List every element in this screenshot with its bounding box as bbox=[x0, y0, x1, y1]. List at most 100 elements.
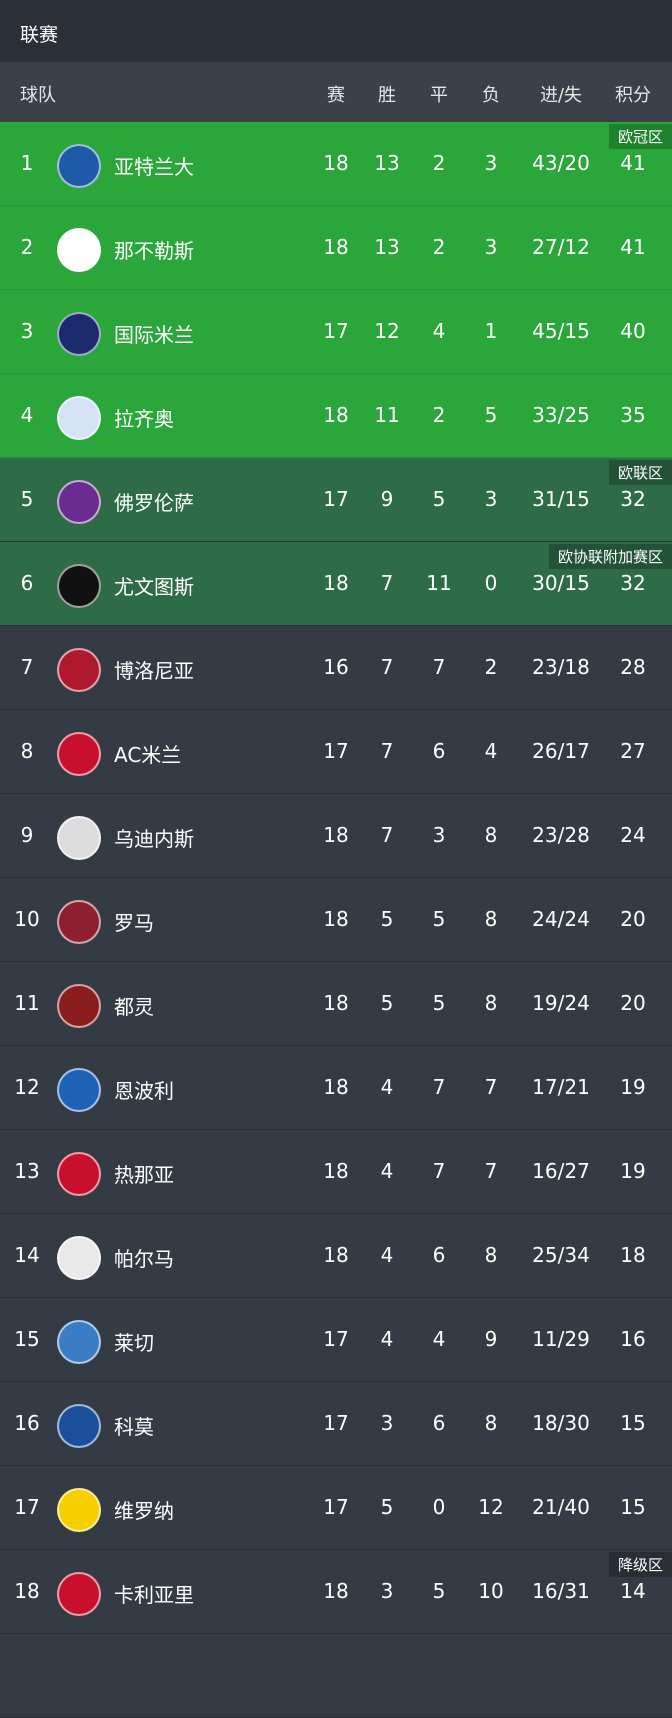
stat-lost: 8 bbox=[484, 1243, 498, 1267]
stat-played: 18 bbox=[323, 907, 349, 931]
stat-goals: 11/29 bbox=[532, 1327, 590, 1351]
column-label: 负 bbox=[482, 85, 500, 106]
stat-played: 17 bbox=[323, 739, 349, 763]
rank: 18 bbox=[14, 1579, 40, 1603]
team-logo bbox=[57, 1236, 101, 1280]
team-name: 拉齐奥 bbox=[114, 407, 174, 431]
column-label: 平 bbox=[430, 85, 448, 106]
rank: 13 bbox=[14, 1159, 40, 1183]
stat-lost: 4 bbox=[484, 739, 498, 763]
stat-drawn: 3 bbox=[432, 823, 446, 847]
team-logo bbox=[57, 1572, 101, 1616]
stat-played: 18 bbox=[323, 1579, 349, 1603]
table-row[interactable]: 14 帕尔马 18 4 6 8 25/34 18 bbox=[0, 1214, 672, 1298]
stat-played: 18 bbox=[323, 1075, 349, 1099]
table-row[interactable]: 9 乌迪内斯 18 7 3 8 23/28 24 bbox=[0, 794, 672, 878]
stat-drawn: 11 bbox=[426, 571, 452, 595]
zone-label: 欧协联附加赛区 bbox=[548, 544, 672, 569]
stat-lost: 8 bbox=[484, 907, 498, 931]
stat-points: 32 bbox=[620, 571, 646, 595]
team-name: 国际米兰 bbox=[114, 323, 194, 347]
stat-points: 40 bbox=[620, 319, 646, 343]
stat-drawn: 7 bbox=[432, 655, 446, 679]
stat-played: 17 bbox=[323, 1495, 349, 1519]
stat-won: 5 bbox=[380, 1495, 394, 1519]
team-logo bbox=[57, 312, 101, 356]
stat-won: 4 bbox=[380, 1159, 394, 1183]
team-logo bbox=[57, 984, 101, 1028]
stat-drawn: 0 bbox=[432, 1495, 446, 1519]
team-logo bbox=[57, 396, 101, 440]
team-name: 罗马 bbox=[114, 911, 154, 935]
stat-lost: 9 bbox=[484, 1327, 498, 1351]
stat-lost: 1 bbox=[484, 319, 498, 343]
stat-drawn: 4 bbox=[432, 319, 446, 343]
rank: 4 bbox=[20, 403, 34, 427]
stat-drawn: 5 bbox=[432, 487, 446, 511]
stat-won: 7 bbox=[380, 823, 394, 847]
table-row[interactable]: 12 恩波利 18 4 7 7 17/21 19 bbox=[0, 1046, 672, 1130]
team-name: 帕尔马 bbox=[114, 1247, 174, 1271]
stat-played: 18 bbox=[323, 991, 349, 1015]
stat-drawn: 5 bbox=[432, 991, 446, 1015]
stat-drawn: 6 bbox=[432, 1243, 446, 1267]
stat-points: 19 bbox=[620, 1159, 646, 1183]
table-row[interactable]: 11 都灵 18 5 5 8 19/24 20 bbox=[0, 962, 672, 1046]
team-logo bbox=[57, 816, 101, 860]
team-logo bbox=[57, 1320, 101, 1364]
column-label: 进/失 bbox=[539, 85, 583, 106]
table-row[interactable]: 18 卡利亚里 18 3 5 10 16/31 14 降级区 bbox=[0, 1550, 672, 1634]
header: 联赛 bbox=[0, 0, 672, 62]
table-row[interactable]: 15 莱切 17 4 4 9 11/29 16 bbox=[0, 1298, 672, 1382]
stat-drawn: 4 bbox=[432, 1327, 446, 1351]
stat-played: 18 bbox=[323, 235, 349, 259]
stat-won: 12 bbox=[374, 319, 400, 343]
partial-row bbox=[0, 1634, 672, 1718]
stat-played: 18 bbox=[323, 151, 349, 175]
stat-points: 20 bbox=[620, 907, 646, 931]
table-row[interactable]: 7 博洛尼亚 16 7 7 2 23/18 28 bbox=[0, 626, 672, 710]
table-row[interactable]: 3 国际米兰 17 12 4 1 45/15 40 bbox=[0, 290, 672, 374]
stat-played: 17 bbox=[323, 1411, 349, 1435]
stat-played: 17 bbox=[323, 1327, 349, 1351]
column-header: 球队 赛 胜 平 负 进/失 积分 bbox=[0, 62, 672, 122]
team-logo bbox=[57, 1488, 101, 1532]
stat-goals: 16/27 bbox=[532, 1159, 590, 1183]
stat-played: 18 bbox=[323, 1243, 349, 1267]
stat-goals: 25/34 bbox=[532, 1243, 590, 1267]
stat-played: 18 bbox=[323, 823, 349, 847]
table-row[interactable]: 16 科莫 17 3 6 8 18/30 15 bbox=[0, 1382, 672, 1466]
stat-points: 41 bbox=[620, 151, 646, 175]
stat-played: 17 bbox=[323, 487, 349, 511]
table-row[interactable]: 2 那不勒斯 18 13 2 3 27/12 41 bbox=[0, 206, 672, 290]
table-row[interactable]: 17 维罗纳 17 5 0 12 21/40 15 bbox=[0, 1466, 672, 1550]
column-label: 积分 bbox=[615, 85, 651, 106]
stat-won: 5 bbox=[380, 991, 394, 1015]
rank: 17 bbox=[14, 1495, 40, 1519]
team-logo bbox=[57, 1068, 101, 1112]
rank: 2 bbox=[20, 235, 34, 259]
stat-goals: 17/21 bbox=[532, 1075, 590, 1099]
stat-drawn: 6 bbox=[432, 739, 446, 763]
table-row[interactable]: 6 尤文图斯 18 7 11 0 30/15 32 欧协联附加赛区 bbox=[0, 542, 672, 626]
stat-goals: 21/40 bbox=[532, 1495, 590, 1519]
table-row[interactable]: 8 AC米兰 17 7 6 4 26/17 27 bbox=[0, 710, 672, 794]
stat-points: 27 bbox=[620, 739, 646, 763]
team-name: 亚特兰大 bbox=[114, 155, 194, 179]
stat-lost: 7 bbox=[484, 1159, 498, 1183]
stat-goals: 30/15 bbox=[532, 571, 590, 595]
team-name: 博洛尼亚 bbox=[114, 659, 194, 683]
table-row[interactable]: 13 热那亚 18 4 7 7 16/27 19 bbox=[0, 1130, 672, 1214]
team-name: 乌迪内斯 bbox=[114, 827, 194, 851]
stat-goals: 24/24 bbox=[532, 907, 590, 931]
stat-won: 13 bbox=[374, 151, 400, 175]
table-row[interactable]: 5 佛罗伦萨 17 9 5 3 31/15 32 欧联区 bbox=[0, 458, 672, 542]
table-row[interactable]: 10 罗马 18 5 5 8 24/24 20 bbox=[0, 878, 672, 962]
stat-points: 32 bbox=[620, 487, 646, 511]
table-row[interactable]: 4 拉齐奥 18 11 2 5 33/25 35 bbox=[0, 374, 672, 458]
team-logo bbox=[57, 648, 101, 692]
table-row[interactable]: 1 亚特兰大 18 13 2 3 43/20 41 欧冠区 bbox=[0, 122, 672, 206]
team-name: 卡利亚里 bbox=[114, 1583, 194, 1607]
stat-played: 16 bbox=[323, 655, 349, 679]
